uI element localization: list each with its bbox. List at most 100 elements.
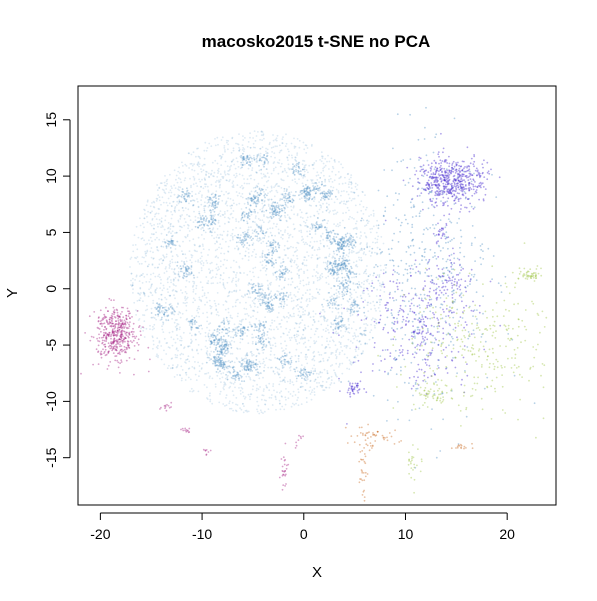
data-point: [332, 272, 335, 275]
data-point: [257, 200, 260, 203]
data-point: [240, 408, 243, 411]
data-point: [175, 324, 178, 327]
data-point: [352, 236, 354, 239]
data-point: [324, 178, 326, 181]
data-point: [277, 243, 279, 246]
data-point: [370, 318, 373, 321]
data-point: [195, 155, 197, 158]
data-point: [289, 365, 292, 368]
data-point: [284, 381, 286, 383]
data-point: [271, 264, 274, 266]
data-point: [356, 236, 358, 239]
data-point: [241, 380, 243, 382]
data-point: [250, 364, 252, 367]
data-point: [259, 256, 261, 258]
data-point: [322, 195, 325, 198]
data-point: [149, 211, 152, 214]
data-point: [166, 204, 169, 207]
data-point: [284, 268, 286, 271]
data-point: [135, 309, 137, 311]
data-point: [169, 262, 172, 265]
data-point: [187, 208, 190, 211]
data-point: [240, 219, 242, 222]
data-point: [262, 412, 264, 414]
data-point: [146, 242, 149, 245]
data-point: [312, 358, 315, 360]
data-point: [303, 197, 306, 199]
data-point: [184, 177, 187, 180]
data-point: [200, 203, 203, 206]
data-point: [344, 259, 347, 262]
data-point: [146, 221, 149, 224]
data-point: [244, 234, 246, 237]
data-point: [182, 331, 185, 334]
data-point: [200, 269, 203, 272]
data-point: [324, 194, 326, 197]
data-point: [334, 344, 337, 347]
data-point: [210, 214, 213, 217]
data-point: [211, 234, 213, 237]
data-point: [320, 354, 323, 356]
data-point: [169, 260, 172, 263]
data-point: [205, 296, 208, 299]
data-point: [222, 263, 225, 266]
data-point: [208, 268, 210, 271]
data-point: [206, 356, 209, 359]
data-point: [206, 350, 209, 352]
data-point: [191, 254, 194, 257]
data-point: [256, 383, 258, 386]
data-point: [338, 202, 341, 205]
data-point: [226, 173, 229, 175]
data-point: [346, 239, 348, 241]
data-point: [310, 370, 313, 372]
data-point: [331, 302, 334, 305]
data-point: [215, 309, 218, 312]
data-point: [321, 371, 323, 374]
data-point: [374, 237, 377, 240]
data-point: [257, 198, 259, 201]
data-point: [251, 370, 254, 372]
data-point: [220, 321, 223, 324]
data-point: [223, 326, 226, 328]
data-point: [249, 351, 252, 353]
data-point: [246, 352, 249, 354]
data-point: [300, 306, 302, 309]
data-point: [152, 205, 155, 208]
data-point: [242, 139, 245, 141]
data-point: [313, 215, 316, 217]
data-point: [337, 225, 340, 228]
data-point: [224, 355, 226, 357]
data-point: [252, 354, 255, 356]
data-point: [230, 336, 232, 339]
data-point: [291, 281, 294, 283]
data-point: [188, 360, 191, 363]
data-point: [282, 305, 285, 308]
data-point: [247, 314, 250, 317]
data-point: [306, 298, 308, 301]
data-point: [174, 211, 177, 213]
data-point: [284, 216, 287, 219]
data-point: [161, 262, 164, 265]
data-point: [274, 201, 276, 204]
data-point: [372, 213, 375, 215]
data-point: [264, 270, 267, 272]
data-point: [154, 213, 157, 216]
data-point: [263, 215, 265, 218]
data-point: [332, 167, 335, 170]
data-point: [287, 283, 290, 286]
data-point: [287, 391, 290, 393]
data-point: [256, 311, 259, 314]
data-point: [214, 302, 217, 305]
data-point: [278, 210, 281, 213]
data-point: [326, 160, 328, 163]
data-point: [206, 282, 209, 284]
data-point: [181, 165, 184, 167]
data-point: [177, 170, 180, 173]
data-point: [306, 289, 309, 292]
data-point: [320, 171, 323, 174]
data-point: [244, 233, 247, 236]
data-point: [167, 242, 170, 245]
data-point: [340, 190, 343, 193]
data-point: [289, 217, 292, 220]
data-point: [253, 130, 256, 133]
